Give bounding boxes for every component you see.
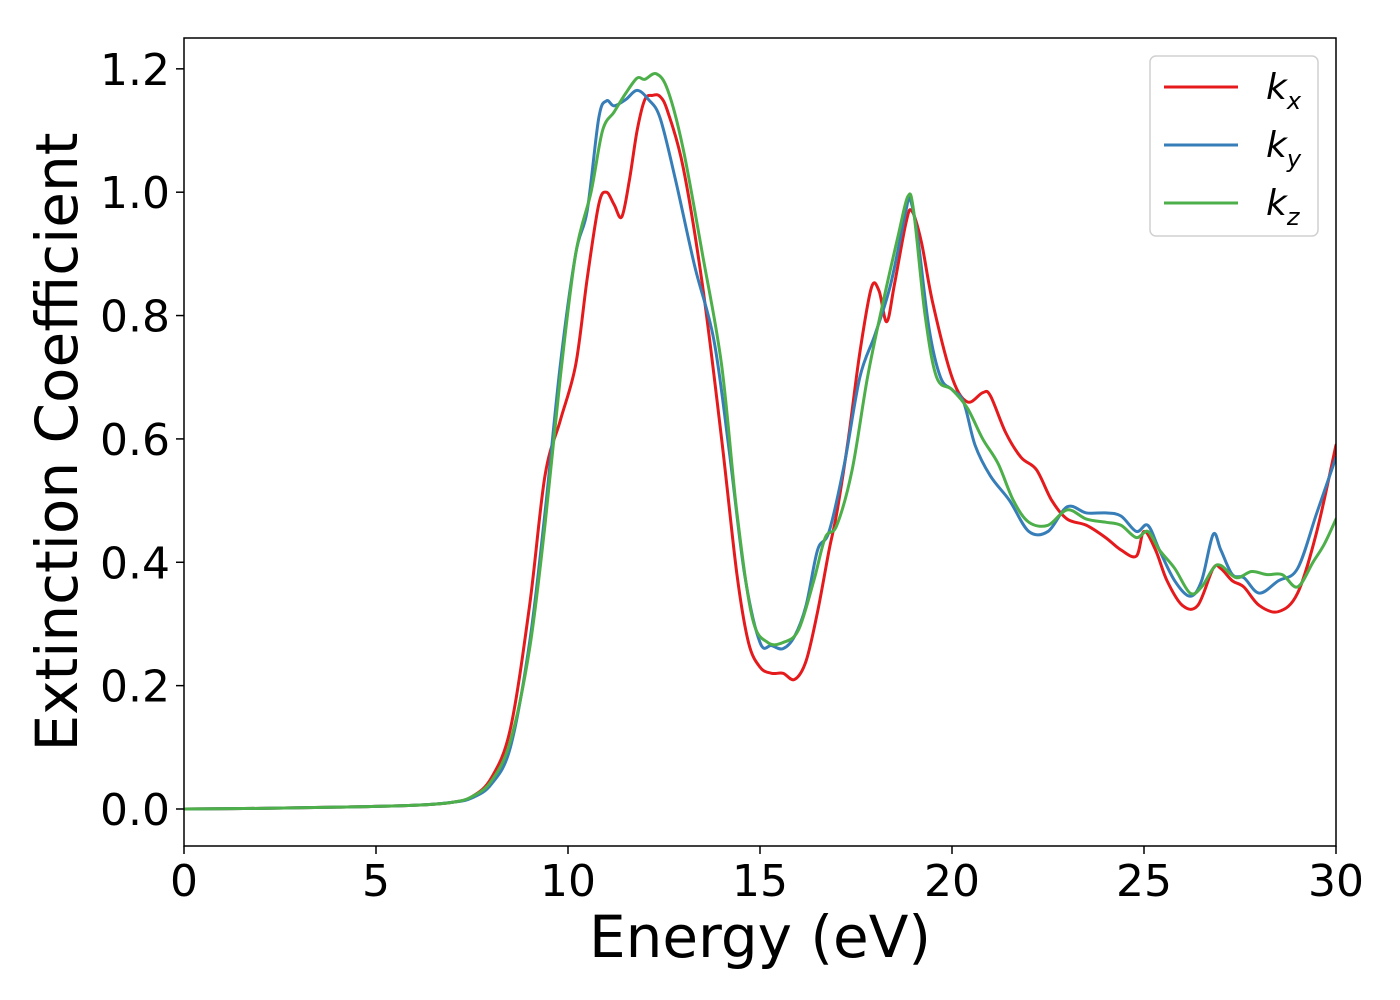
y-tick-label: 0.4 (100, 538, 170, 589)
series-line-z (184, 71, 1336, 811)
y-tick-label: 1.0 (100, 168, 170, 219)
series-layer (184, 71, 1336, 811)
x-tick-label: 0 (170, 856, 198, 907)
legend-label-x: kx (1266, 67, 1302, 115)
series-line-x (184, 93, 1336, 811)
x-tick-label: 30 (1308, 856, 1364, 907)
legend-label-base: k (1266, 125, 1289, 166)
y-tick-label: 0.8 (100, 292, 170, 343)
legend-label-subscript: x (1286, 87, 1302, 115)
legend-label-y: ky (1266, 125, 1302, 173)
legend-label-subscript: z (1286, 203, 1301, 231)
x-tick-label: 5 (362, 856, 390, 907)
legend-label-base: k (1266, 183, 1289, 224)
legend-label-z: kz (1266, 183, 1301, 231)
x-tick-label: 25 (1116, 856, 1172, 907)
x-axis-title: Energy (eV) (589, 903, 931, 971)
y-tick-label: 1.2 (100, 45, 170, 96)
legend-label-subscript: y (1286, 145, 1302, 173)
y-tick-label: 0.2 (100, 662, 170, 713)
y-axis-title: Extinction Coefficient (23, 133, 91, 752)
x-tick-label: 10 (540, 856, 596, 907)
y-axis-ticks: 0.0 0.2 0.4 0.6 0.8 1.0 1.2 (100, 45, 184, 836)
x-axis-ticks: 0 5 10 15 20 25 30 (170, 846, 1364, 907)
legend-label-base: k (1266, 67, 1289, 108)
x-tick-label: 15 (732, 856, 788, 907)
y-tick-label: 0.6 (100, 415, 170, 466)
x-tick-label: 20 (924, 856, 980, 907)
y-tick-label: 0.0 (100, 785, 170, 836)
